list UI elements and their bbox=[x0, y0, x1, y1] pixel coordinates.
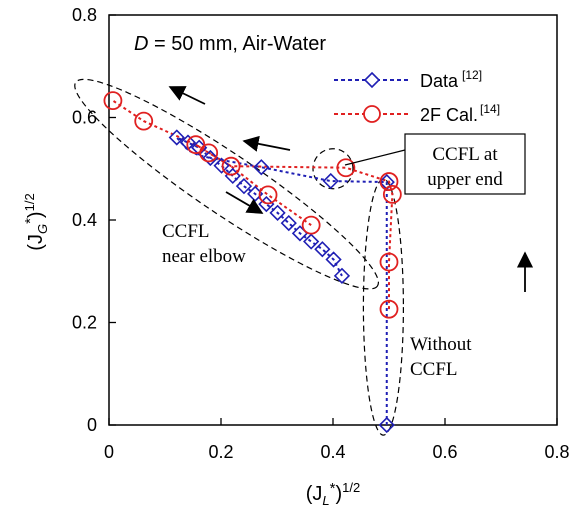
y-tick-label: 0.8 bbox=[72, 5, 97, 25]
x-tick-label: 0 bbox=[104, 442, 114, 462]
calc-point-circle bbox=[379, 299, 399, 319]
x-axis-label: (JL*)1/2 bbox=[306, 480, 361, 508]
ellipse-ccfl-near-elbow bbox=[74, 78, 380, 290]
calc-point-circle bbox=[301, 215, 321, 235]
ellipse-ccfl-upper-end bbox=[312, 148, 354, 190]
y-axis-label-star: * bbox=[22, 218, 39, 224]
arrow-left-center bbox=[242, 135, 291, 152]
calc-point-circle bbox=[221, 156, 241, 176]
data-point-diamond bbox=[235, 178, 253, 195]
legend-calc-name: 2F Cal. bbox=[420, 105, 478, 125]
data-point-diamond bbox=[378, 416, 395, 434]
x-tick-label: 0.8 bbox=[544, 442, 569, 462]
y-tick-label: 0 bbox=[87, 415, 97, 435]
arrow-down-right bbox=[225, 191, 264, 214]
annotation-elbow-line2: near elbow bbox=[162, 246, 246, 267]
ellipse-without-ccfl bbox=[362, 178, 404, 436]
legend-calc-ref: [14] bbox=[480, 102, 500, 116]
data-point-diamond bbox=[280, 214, 297, 232]
data-point-diamond bbox=[325, 251, 342, 268]
x-tick-label: 0.4 bbox=[320, 442, 345, 462]
x-axis-label-exp: 1/2 bbox=[342, 480, 360, 495]
calc-point-circle bbox=[382, 184, 402, 204]
x-axis-label-star: * bbox=[330, 480, 336, 497]
x-tick-label: 0.2 bbox=[208, 442, 233, 462]
calc-point-circle bbox=[199, 143, 219, 163]
series-line-0 bbox=[176, 136, 388, 425]
annotation-without-line2: CCFL bbox=[410, 359, 458, 380]
legend-data-name: Data bbox=[420, 71, 459, 91]
plot-area-frame bbox=[108, 14, 558, 426]
annotation-upper-end-pointer bbox=[344, 149, 406, 166]
y-axis-label: (JG*)1/2 bbox=[22, 193, 50, 250]
calc-point-circle bbox=[336, 158, 356, 178]
y-tick-label: 0.4 bbox=[72, 210, 97, 230]
data-point-diamond bbox=[322, 172, 339, 190]
chart-title-rest: = 50 mm, Air-Water bbox=[148, 33, 326, 55]
data-point-diamond bbox=[202, 149, 219, 167]
y-axis-label-main: (J bbox=[25, 234, 47, 251]
series-lines-layer bbox=[112, 99, 394, 425]
x-axis-label-main: (J bbox=[306, 483, 323, 505]
x-tick-label: 0.6 bbox=[432, 442, 457, 462]
calc-point-circle bbox=[379, 172, 399, 191]
data-point-diamond bbox=[314, 241, 331, 258]
calc-point-circle bbox=[103, 91, 123, 110]
x-axis-label-close: ) bbox=[336, 483, 343, 505]
data-point-diamond bbox=[253, 159, 270, 176]
series-branch-line-1 bbox=[195, 143, 312, 226]
calc-point-circle bbox=[134, 111, 154, 131]
y-tick-label: 0.6 bbox=[72, 108, 97, 128]
y-axis-label-exp: 1/2 bbox=[22, 193, 37, 211]
annotation-without-line1: Without bbox=[410, 334, 472, 355]
chart-title-variable: D bbox=[134, 33, 148, 55]
arrow-upper-left bbox=[168, 86, 206, 105]
y-axis-label-close: ) bbox=[25, 211, 47, 218]
y-axis-label-sub: G bbox=[35, 224, 50, 234]
legend-data-label: Data [12] bbox=[420, 68, 482, 91]
x-axis-label-sub: L bbox=[322, 493, 329, 508]
chart-title: D = 50 mm, Air-Water bbox=[134, 33, 326, 55]
legend-data-ref: [12] bbox=[462, 68, 482, 82]
data-point-diamond bbox=[168, 129, 185, 146]
series-line-1 bbox=[112, 99, 394, 310]
legend-calc-label: 2F Cal. [14] bbox=[420, 102, 500, 125]
annotation-elbow-line1: CCFL bbox=[162, 221, 210, 242]
calc-point-circle bbox=[379, 252, 399, 272]
annotation-upper-end-box bbox=[404, 133, 526, 195]
legend: Data [12] 2F Cal. [14] bbox=[334, 68, 500, 125]
data-point-diamond bbox=[213, 157, 230, 174]
data-point-diamond bbox=[333, 267, 351, 284]
ticks-layer: 0 0.2 0.4 0.6 0.8 0 0.2 0.4 0.6 0.8 bbox=[72, 5, 570, 462]
calc-point-circle bbox=[258, 185, 278, 205]
legend-data-diamond bbox=[363, 71, 381, 89]
y-tick-label: 0.2 bbox=[72, 313, 97, 333]
data-point-diamond bbox=[303, 233, 320, 250]
annotation-upper-end-line1: CCFL at bbox=[432, 144, 498, 165]
annotation-upper-end-line2: upper end bbox=[427, 169, 503, 190]
ellipses-layer bbox=[74, 78, 404, 436]
legend-calc-circle bbox=[363, 105, 381, 123]
data-point-diamond bbox=[269, 204, 286, 221]
